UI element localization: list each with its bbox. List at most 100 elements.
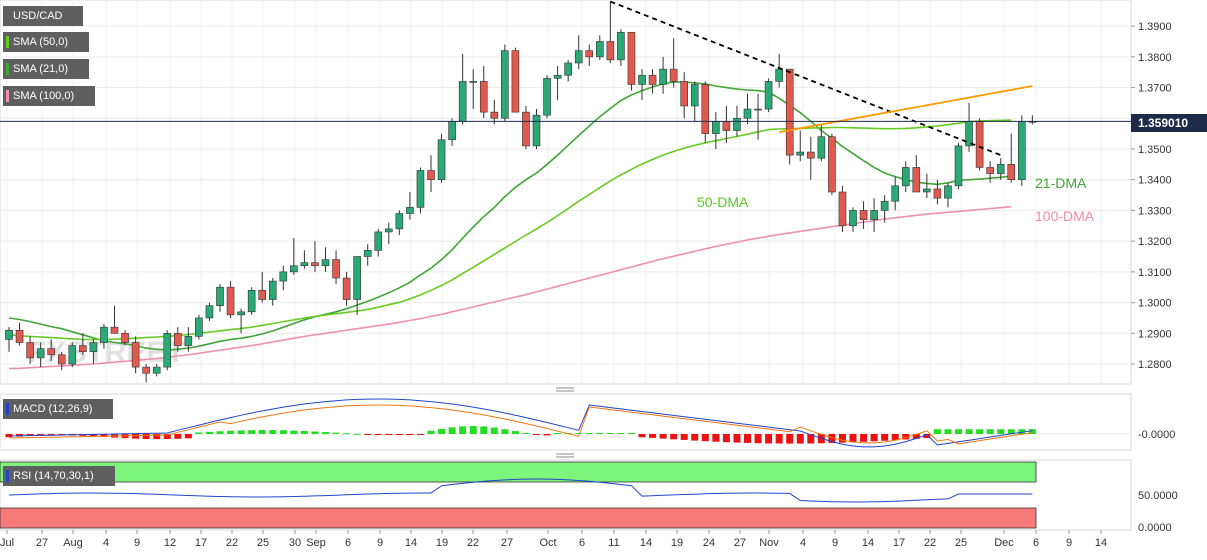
macd-bar: [353, 433, 361, 435]
macd-bar: [786, 434, 794, 444]
x-tick-label: 24: [703, 537, 715, 549]
macd-bar: [89, 434, 97, 437]
rsi-axis-label: 0.0000: [1138, 522, 1172, 534]
candle-body: [15, 329, 24, 343]
macd-bar: [47, 434, 55, 436]
macd-label: MACD (12,26,9): [13, 403, 93, 415]
annotation-100dma: 100-DMA: [1035, 208, 1095, 224]
candle-body: [828, 136, 836, 193]
x-tick-label: 17: [195, 537, 207, 549]
candle-body: [36, 348, 45, 359]
x-tick-label: 25: [955, 537, 967, 549]
symbol-label[interactable]: USD/CAD: [3, 6, 83, 26]
candle-body: [996, 164, 1005, 174]
candle-body: [247, 290, 256, 313]
candle-body: [754, 108, 762, 111]
candle-body: [374, 231, 383, 251]
legend-rsi[interactable]: RSI (14,70,30,1): [3, 466, 115, 486]
x-tick-label: 19: [436, 537, 448, 549]
candle-body: [205, 305, 214, 319]
candle-body: [89, 342, 98, 353]
macd-bar: [976, 429, 984, 434]
ma-line: [8, 81, 1012, 351]
macd-bar: [174, 434, 182, 439]
macd-bar: [701, 434, 709, 442]
macd-bar: [923, 434, 931, 439]
x-tick-label: 11: [608, 537, 619, 549]
panel-resize-handle[interactable]: [556, 387, 574, 392]
x-tick-label: Dec: [994, 537, 1014, 549]
y-tick-label: 1.3000: [1138, 298, 1172, 310]
x-tick-label: 19: [671, 537, 683, 549]
macd-bar: [712, 434, 720, 442]
candle-body: [954, 145, 963, 187]
macd-bar: [248, 430, 256, 434]
macd-bar: [290, 430, 298, 434]
candle-body: [669, 68, 678, 82]
macd-bar: [838, 434, 846, 443]
candle-body: [384, 228, 393, 233]
macd-line: [8, 398, 1033, 448]
macd-bar: [828, 434, 836, 444]
legend-sma-50[interactable]: SMA (50,0): [3, 32, 89, 52]
macd-bar: [649, 434, 657, 438]
legend-sma-21[interactable]: SMA (21,0): [3, 59, 89, 79]
macd-bar: [691, 434, 699, 441]
candle-body: [680, 81, 689, 107]
candle-body: [764, 81, 773, 110]
candle-body: [427, 170, 435, 181]
y-tick-label: 1.3900: [1138, 21, 1172, 33]
macd-bar: [163, 434, 171, 440]
panel-resize-handle[interactable]: [556, 453, 574, 458]
candle-body: [870, 210, 878, 220]
legend-sma-100[interactable]: SMA (100,0): [3, 86, 95, 106]
y-tick-label: 1.2900: [1138, 328, 1172, 340]
annotation-21dma: 21-DMA: [1035, 175, 1087, 191]
candle-body: [5, 329, 13, 340]
candle-body: [448, 121, 456, 141]
x-tick-label: 22: [467, 537, 479, 549]
candle-body: [532, 114, 541, 147]
macd-bar: [638, 434, 646, 438]
rsi-plot: 50.0000 0.0000: [8, 478, 1178, 534]
sma-21-swatch: [6, 63, 9, 75]
candle-body: [785, 68, 794, 156]
candle-body: [142, 366, 150, 374]
macd-bar: [955, 429, 962, 434]
macd-bar: [279, 430, 287, 434]
y-tick-label: 1.3800: [1138, 52, 1172, 64]
macd-bar: [965, 429, 973, 434]
candle-body: [406, 207, 414, 214]
y-tick-label: 1.3200: [1138, 236, 1172, 248]
candle-body: [712, 121, 720, 134]
macd-bar: [511, 431, 519, 434]
macd-signal-line: [8, 404, 1033, 445]
candle-body: [57, 354, 66, 365]
sma-21-label: SMA (21,0): [13, 63, 69, 75]
y-tick-label: 1.3400: [1138, 175, 1172, 187]
macd-bar: [754, 434, 762, 444]
x-tick-label: Jul: [0, 537, 14, 549]
macd-bar: [733, 434, 741, 443]
macd-bar: [427, 430, 435, 434]
candle-body: [290, 265, 298, 273]
rsi-overbought-band: [0, 461, 1037, 483]
candle-body: [268, 280, 277, 300]
macd-bar: [765, 434, 773, 444]
macd-bar: [490, 427, 498, 434]
macd-bar: [237, 430, 245, 434]
macd-bar: [606, 433, 614, 435]
candle-body: [564, 62, 572, 76]
candle-body: [775, 68, 783, 82]
x-tick-label: Nov: [759, 537, 779, 549]
macd-bar: [300, 430, 308, 434]
macd-bar: [744, 434, 751, 443]
macd-bar: [680, 434, 688, 440]
candle-body: [458, 81, 467, 122]
candle-body: [796, 151, 805, 156]
legend-macd[interactable]: MACD (12,26,9): [3, 399, 113, 419]
sma-100-swatch: [6, 90, 9, 102]
macd-bar: [469, 426, 477, 434]
candle-body: [279, 271, 288, 282]
